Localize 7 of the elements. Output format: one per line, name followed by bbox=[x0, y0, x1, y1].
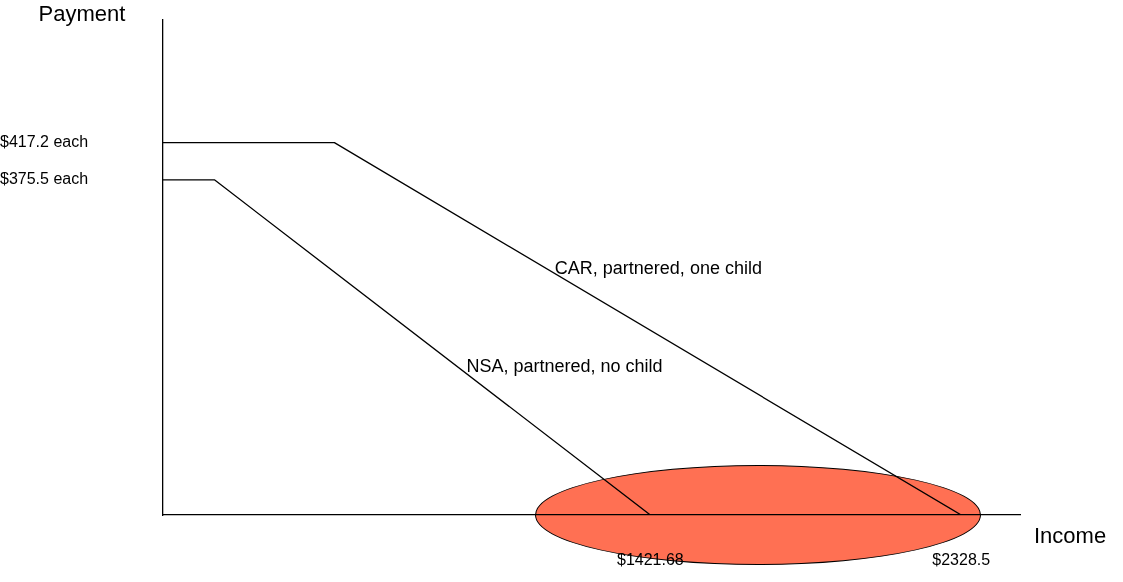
x-axis-title: Income bbox=[1034, 523, 1107, 549]
y-axis-title: Payment bbox=[38, 1, 126, 27]
y-tick-label: $375.5 each bbox=[0, 170, 89, 188]
x-tick-label: $2328.5 bbox=[932, 551, 991, 569]
series-label: NSA, partnered, no child bbox=[466, 356, 663, 377]
y-tick-label: $417.2 each bbox=[0, 133, 89, 151]
series-label: CAR, partnered, one child bbox=[554, 257, 762, 278]
